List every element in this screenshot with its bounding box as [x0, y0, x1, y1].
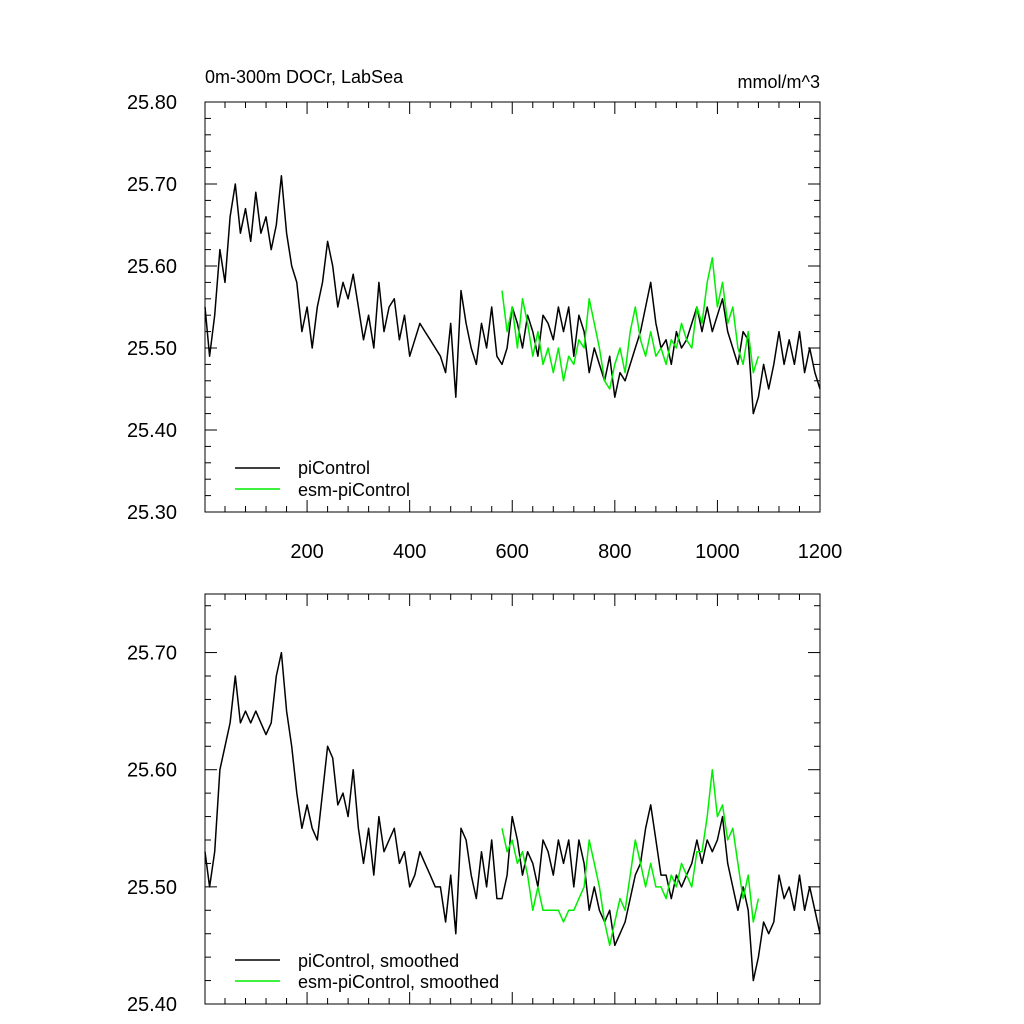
top-y-tick-label: 25.80 [127, 92, 177, 114]
top-y-tick-label: 25.40 [127, 420, 177, 442]
top-x-tick-label: 1000 [695, 541, 740, 563]
bottom-legend-label-picontrol: piControl, smoothed [298, 951, 459, 971]
top-title-right: mmol/m^3 [738, 72, 820, 92]
top-panel: 0m-300m DOCr, LabSea mmol/m^3 25.30 25.40… [127, 67, 842, 563]
bottom-panel: 25.40 25.50 25.60 25.70 piControl, smoothed… [127, 593, 821, 1016]
bottom-y-tick-label: 25.70 [127, 643, 177, 665]
top-series-line-0 [204, 175, 821, 415]
bottom-y-tick-label: 25.60 [127, 760, 177, 782]
top-y-tick-label: 25.60 [127, 256, 177, 278]
top-x-tick-label: 1200 [798, 541, 843, 563]
bottom-y-tick-label: 25.40 [127, 994, 177, 1016]
top-y-tick-label: 25.50 [127, 338, 177, 360]
bottom-legend-label-esm-picontrol: esm-piControl, smoothed [298, 972, 499, 992]
bottom-series-line-1 [501, 768, 760, 947]
top-title-left: 0m-300m DOCr, LabSea [205, 67, 404, 87]
top-legend: piControl esm-piControl [235, 458, 410, 500]
bottom-series-line-0 [204, 651, 821, 982]
top-y-tick-label: 25.70 [127, 174, 177, 196]
top-x-tick-label: 400 [393, 541, 426, 563]
top-axis-ticks: 25.30 25.40 25.50 25.60 25.70 25.80 200 400 600 8… [127, 92, 842, 563]
top-x-tick-label: 800 [598, 541, 631, 563]
top-legend-label-picontrol: piControl [298, 458, 370, 478]
bottom-legend: piControl, smoothed esm-piControl, smoot… [235, 951, 499, 992]
top-series-line-1 [501, 257, 760, 390]
top-legend-label-esm-picontrol: esm-piControl [298, 480, 410, 500]
top-series-group [204, 175, 821, 415]
bottom-y-tick-label: 25.50 [127, 877, 177, 899]
top-y-tick-label: 25.30 [127, 502, 177, 524]
top-x-tick-label: 600 [496, 541, 529, 563]
top-x-tick-label: 200 [290, 541, 323, 563]
bottom-series-group [204, 651, 821, 982]
